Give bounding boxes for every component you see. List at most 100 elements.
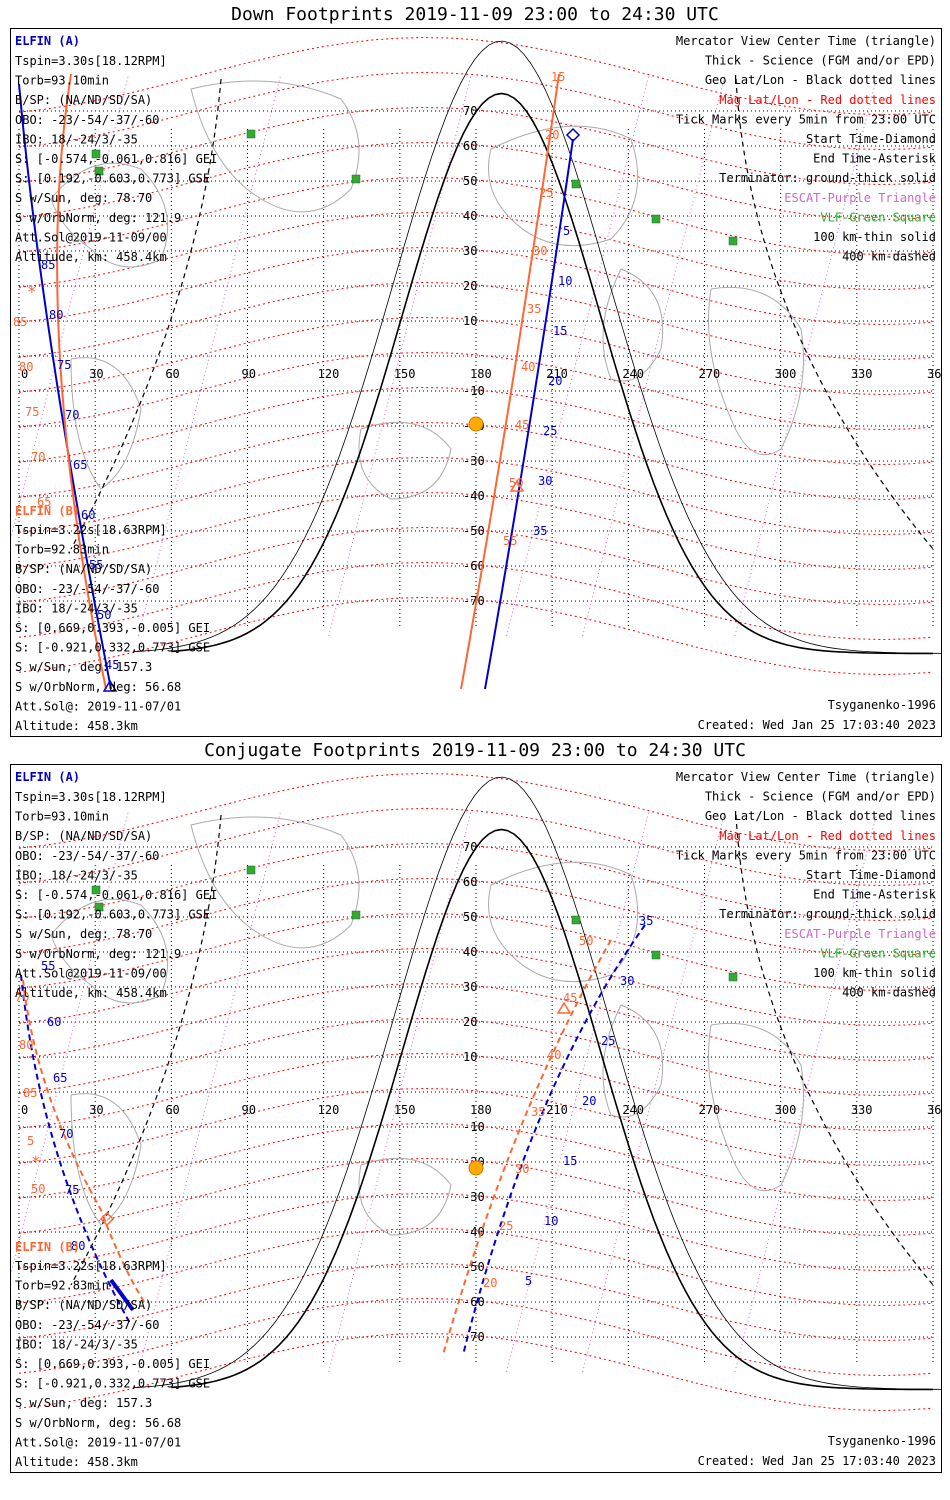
- legend-line: 100 km-thin solid: [813, 230, 936, 244]
- mag-parallel-line: [18, 211, 934, 291]
- elfin-a-info-line: Tspin=3.30s[18.12RPM]: [15, 790, 167, 804]
- track-tick-label: 40: [547, 1048, 561, 1062]
- lat-tick-label: -60: [463, 559, 485, 573]
- elfin-b-info-line: Altitude: 458.3km: [15, 1455, 138, 1469]
- lat-tick-label: 20: [463, 279, 477, 293]
- legend-line: Start Time-Diamond: [806, 132, 936, 146]
- elfin-a-info-line: Att.Sol@2019-11-09/00: [15, 966, 167, 980]
- track-tick-label: 75: [65, 1183, 79, 1197]
- lon-tick-label: 60: [165, 1103, 179, 1117]
- lat-tick-label: 30: [463, 980, 477, 994]
- elfin-b-info-line: B/SP: (NA/ND/SD/SA): [15, 562, 152, 576]
- lon-tick-label: 240: [622, 1103, 644, 1117]
- legend-line: Mag Lat/Lon - Red dotted lines: [719, 93, 936, 107]
- mag-parallel-line: [18, 1157, 934, 1237]
- elfin-b-info-line: Torb=92.83min: [15, 1279, 109, 1293]
- vlf-station-square: [94, 166, 104, 176]
- coastline: [488, 125, 639, 247]
- track-tick-label: 40: [521, 360, 535, 374]
- coastline: [358, 421, 452, 500]
- mag-parallel-line: [18, 1332, 934, 1412]
- elfin-b-info-line: IBO: 18/-24/3/-35: [15, 1337, 138, 1351]
- track-tick-label: 85: [13, 315, 27, 329]
- track-tick-label: 60: [81, 508, 95, 522]
- elfin-b-info-line: S: [0.669,0.393,-0.005] GEI: [15, 1357, 210, 1371]
- elfin-a-info-line: B/SP: (NA/ND/SD/SA): [15, 829, 152, 843]
- coastline: [708, 286, 804, 456]
- elfin-a-info-line: S: [-0.574,-0.061,0.816] GEI: [15, 888, 217, 902]
- track-tick-label: 75: [25, 405, 39, 419]
- vlf-station-square: [651, 214, 661, 224]
- center-triangle-icon: [509, 479, 525, 492]
- lat-tick-label: -70: [463, 1330, 485, 1344]
- track-tick-label: 70: [31, 450, 45, 464]
- track-tick-label: 20: [548, 374, 562, 388]
- track-tick-label: 70: [65, 408, 79, 422]
- lon-tick-label: 210: [546, 1103, 568, 1117]
- legend-line: Tick Marks every 5min from 23:00 UTC: [676, 112, 936, 126]
- mag-parallel-line: [18, 526, 934, 606]
- mag-meridian-line: [506, 75, 650, 637]
- track-tick-label: 85: [23, 1086, 37, 1100]
- lon-tick-label: 60: [165, 367, 179, 381]
- mag-parallel-line: [18, 772, 934, 852]
- elfin-b-info-line: S w/Sun, deg: 157.3: [15, 660, 152, 674]
- conjugate-footprints-title: Conjugate Footprints 2019-11-09 23:00 to…: [204, 740, 746, 761]
- vlf-station-square: [728, 972, 738, 982]
- start-diamond-icon: [99, 1211, 115, 1227]
- track-tick-label: 5: [563, 224, 570, 238]
- lat-tick-label: 70: [463, 104, 477, 118]
- lat-tick-label: -30: [463, 454, 485, 468]
- mag-meridian-line: [328, 75, 472, 637]
- lon-tick-label: 30: [89, 367, 103, 381]
- track-tick-label: 30: [620, 974, 634, 988]
- elfin-a-science-segment: [109, 1278, 135, 1312]
- lon-tick-label: 330: [851, 1103, 873, 1117]
- lat-tick-label: 50: [463, 174, 477, 188]
- legend-line: Tick Marks every 5min from 23:00 UTC: [676, 848, 936, 862]
- track-tick-label: 20: [582, 1094, 596, 1108]
- track-tick-label: 35: [533, 524, 547, 538]
- terminator-100km-line: [133, 40, 941, 654]
- vlf-station-square: [351, 910, 361, 920]
- mag-meridian-line: [582, 811, 726, 1373]
- mag-parallel-line: [18, 106, 934, 186]
- lon-tick-label: 330: [851, 367, 873, 381]
- lat-tick-label: 70: [463, 840, 477, 854]
- terminator-400km-line: [70, 78, 222, 550]
- legend-line: Geo Lat/Lon - Black dotted lines: [705, 809, 936, 823]
- track-tick-label: 50: [97, 608, 111, 622]
- vlf-station-square: [246, 865, 256, 875]
- legend-line: Mag Lat/Lon - Red dotted lines: [719, 829, 936, 843]
- track-tick-label: 35: [639, 914, 653, 928]
- center-triangle-icon: [102, 679, 118, 692]
- elfin-a-info-line: Torb=93.10min: [15, 810, 109, 824]
- elfin-b-header: ELFIN (B): [15, 504, 80, 518]
- legend-line: Thick - Science (FGM and/or EPD): [705, 54, 936, 68]
- elfin-a-info-line: S w/Sun, deg: 78.70: [15, 927, 152, 941]
- track-tick-label: 10: [558, 274, 572, 288]
- elfin-b-header: ELFIN (B): [15, 1240, 80, 1254]
- elfin-a-info-line: IBO: 18/-24/3/-35: [15, 868, 138, 882]
- created-label: Created: Wed Jan 25 17:03:40 2023: [698, 1454, 936, 1468]
- track-tick-label: 80: [19, 360, 33, 374]
- track-tick-label: 25: [601, 1034, 615, 1048]
- track-tick-label: 15: [563, 1154, 577, 1168]
- legend-line: End Time-Asterisk: [813, 152, 937, 166]
- track-tick-label: 55: [503, 534, 517, 548]
- elfin-a-track-left: [18, 83, 112, 690]
- lat-tick-label: -10: [463, 1120, 485, 1134]
- lon-tick-label: 270: [699, 1103, 721, 1117]
- track-tick-label: 35: [531, 1105, 545, 1119]
- track-tick-label: 55: [41, 959, 55, 973]
- legend-line: Thick - Science (FGM and/or EPD): [705, 790, 936, 804]
- legend-line: VLF-Green Square: [820, 210, 936, 224]
- elfin-a-track: [462, 924, 646, 1356]
- track-tick-label: 70: [15, 990, 29, 1004]
- lon-tick-label: 150: [394, 1103, 416, 1117]
- mag-meridian-line: [11, 811, 129, 1276]
- mag-meridian-line: [137, 75, 281, 637]
- elfin-b-info-line: IBO: 18/-24/3/-35: [15, 601, 138, 615]
- down-footprints-panel: 0 30 60 90 120 150 180 210 240 270 300 330 360 70 60 50…: [10, 28, 942, 737]
- elfin-b-info-line: S: [-0.921,0.332,0.773] GSE: [15, 641, 210, 655]
